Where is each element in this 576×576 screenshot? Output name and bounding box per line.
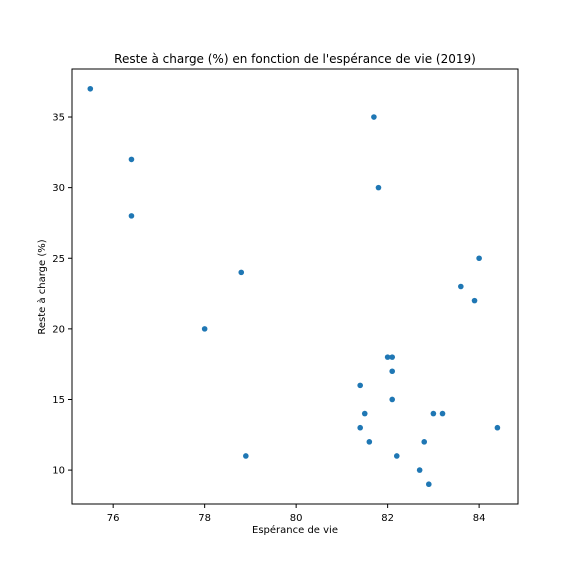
scatter-point bbox=[128, 156, 135, 163]
x-tick-label: 80 bbox=[290, 513, 303, 524]
plot-frame bbox=[71, 68, 519, 505]
scatter-point bbox=[458, 283, 464, 290]
scatter-point bbox=[375, 184, 382, 191]
scatter-point bbox=[494, 424, 501, 431]
y-tick-label: 35 bbox=[52, 113, 65, 124]
y-tick-label: 10 bbox=[52, 466, 65, 477]
scatter-point bbox=[366, 439, 373, 445]
scatter-point bbox=[357, 382, 363, 389]
scatter-point bbox=[430, 410, 437, 417]
scatter-point bbox=[371, 114, 377, 120]
scatter-point bbox=[243, 453, 249, 459]
scatter-point bbox=[201, 326, 208, 332]
x-tick-label: 76 bbox=[107, 513, 120, 524]
scatter-point bbox=[238, 269, 245, 276]
scatter-point bbox=[389, 368, 396, 375]
scatter-point bbox=[389, 354, 396, 360]
scatter-point bbox=[426, 481, 432, 488]
x-tick-label: 82 bbox=[381, 513, 394, 524]
data-points bbox=[87, 85, 501, 488]
scatter-point bbox=[389, 396, 396, 403]
y-axis-label: Reste à charge (%) bbox=[36, 239, 48, 334]
y-tick-label: 15 bbox=[52, 395, 65, 406]
y-tick-label: 30 bbox=[52, 183, 65, 194]
x-tick-label: 78 bbox=[198, 513, 211, 524]
scatter-point bbox=[384, 354, 391, 360]
scatter-point bbox=[416, 467, 423, 473]
y-tick-label: 25 bbox=[52, 254, 65, 265]
scatter-point bbox=[439, 410, 446, 417]
chart-title: Reste à charge (%) en fonction de l'espé… bbox=[114, 52, 476, 66]
scatter-point bbox=[471, 297, 478, 304]
scatter-point bbox=[87, 85, 94, 92]
scatter-point bbox=[393, 453, 400, 459]
scatter-point bbox=[421, 439, 428, 445]
scatter-point bbox=[476, 255, 482, 262]
y-axis-ticks: 10 15 20 25 30 35 bbox=[52, 113, 72, 477]
x-tick-label: 84 bbox=[473, 513, 486, 524]
x-axis-label: Espérance de vie bbox=[252, 524, 338, 536]
scatter-point bbox=[128, 213, 135, 219]
x-axis-ticks: 76 78 80 82 84 bbox=[107, 504, 486, 524]
scatter-point bbox=[357, 424, 363, 431]
scatter-point bbox=[361, 410, 368, 417]
y-tick-label: 20 bbox=[52, 324, 65, 335]
